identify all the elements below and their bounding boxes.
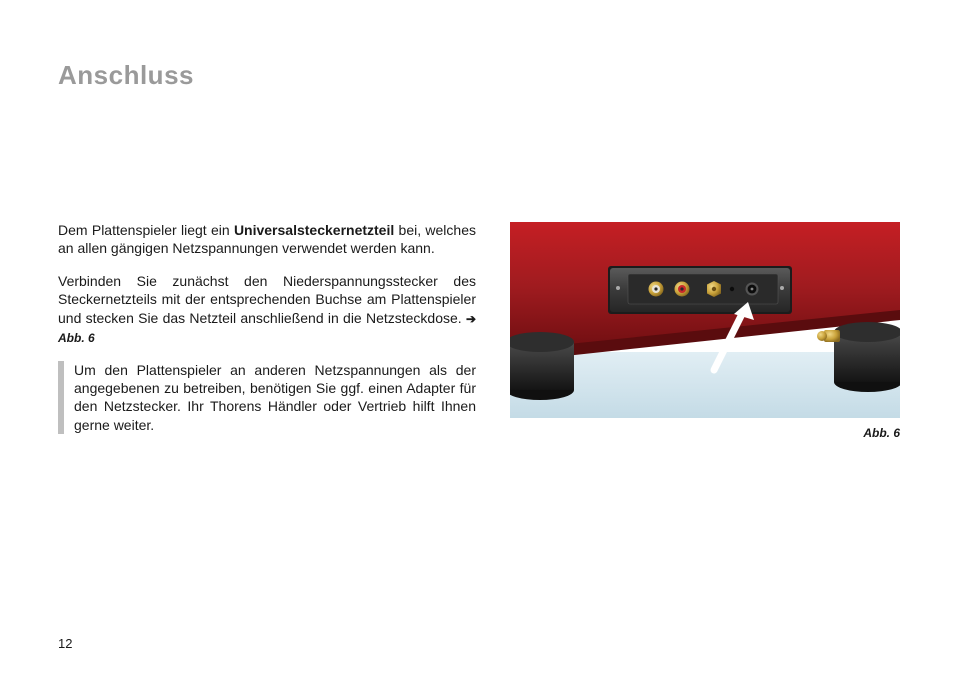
ref-arrow-icon: ➔: [466, 312, 476, 326]
note-block: Um den Plattenspieler an anderen Netzspa…: [58, 361, 476, 435]
paragraph-1: Dem Plattenspieler liegt ein Universalst…: [58, 221, 476, 258]
page-number: 12: [58, 636, 72, 651]
paragraph-2: Verbinden Sie zunächst den Niederspannun…: [58, 272, 476, 347]
figure-caption: Abb. 6: [510, 426, 900, 440]
figure-6-svg: [510, 222, 900, 418]
note-text: Um den Plattenspieler an anderen Netzspa…: [74, 361, 476, 435]
para2-ref: Abb. 6: [58, 331, 95, 345]
body-column: Dem Plattenspieler liegt ein Universalst…: [58, 221, 476, 434]
para2-main: Verbinden Sie zunächst den Niederspannun…: [58, 273, 476, 326]
note-bar: [58, 361, 64, 435]
para1-bold: Universalsteckernetzteil: [234, 222, 394, 238]
page-title: Anschluss: [58, 60, 194, 91]
figure-6: Abb. 6: [510, 222, 900, 440]
para1-pre: Dem Plattenspieler liegt ein: [58, 222, 234, 238]
